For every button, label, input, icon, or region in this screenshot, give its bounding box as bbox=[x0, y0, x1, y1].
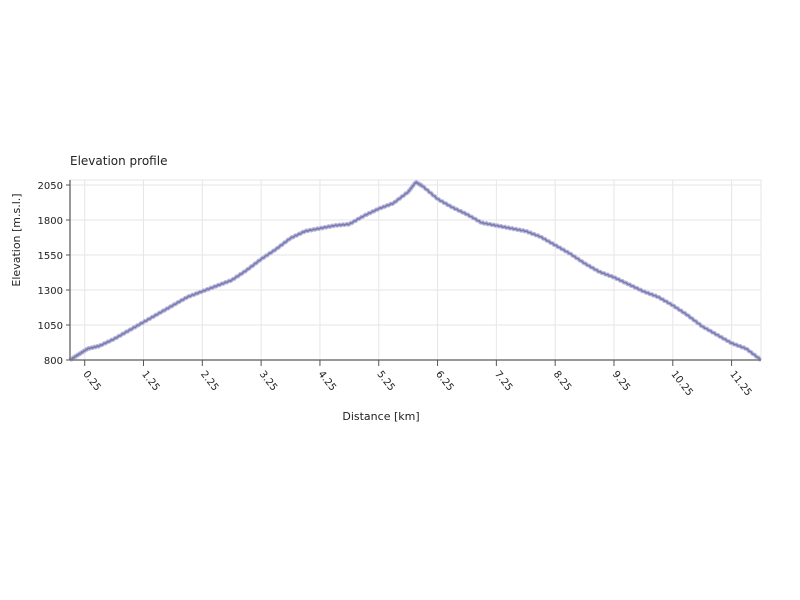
y-axis-ticks: 800 1050 1300 1550 1800 2050 bbox=[38, 181, 70, 367]
x-tick-label: 8.25 bbox=[551, 369, 573, 393]
y-tick-label: 1050 bbox=[38, 321, 63, 332]
y-axis-label: Elevation [m.s.l.] bbox=[10, 193, 23, 286]
x-tick-label: 7.25 bbox=[492, 369, 514, 393]
y-tick-label: 2050 bbox=[38, 181, 63, 192]
x-tick-label: 11.25 bbox=[727, 369, 753, 398]
y-tick-label: 1300 bbox=[38, 286, 63, 297]
x-tick-label: 9.25 bbox=[610, 369, 632, 393]
chart-title: Elevation profile bbox=[70, 154, 167, 168]
y-tick-label: 800 bbox=[44, 356, 63, 367]
x-tick-label: 2.25 bbox=[198, 369, 220, 393]
x-tick-label: 1.25 bbox=[139, 369, 161, 393]
elevation-area bbox=[68, 179, 762, 362]
elevation-line bbox=[69, 181, 762, 361]
x-tick-label: 3.25 bbox=[257, 369, 279, 393]
x-axis-ticks: 0.25 1.25 2.25 3.25 4.25 5.25 6.25 7.25 8.25 9.25… bbox=[80, 360, 754, 398]
grid-lines bbox=[69, 179, 762, 361]
x-tick-label: 10.25 bbox=[668, 369, 694, 398]
elevation-line-halo bbox=[68, 179, 762, 362]
x-tick-label: 4.25 bbox=[316, 369, 338, 393]
x-tick-label: 0.25 bbox=[80, 369, 102, 393]
x-tick-label: 5.25 bbox=[374, 369, 396, 393]
y-tick-label: 1800 bbox=[38, 216, 63, 227]
plot-frame bbox=[69, 179, 762, 361]
x-axis-label: Distance [km] bbox=[342, 410, 419, 423]
y-tick-label: 1550 bbox=[38, 251, 63, 262]
axes bbox=[69, 180, 761, 361]
x-tick-label: 6.25 bbox=[433, 369, 455, 393]
